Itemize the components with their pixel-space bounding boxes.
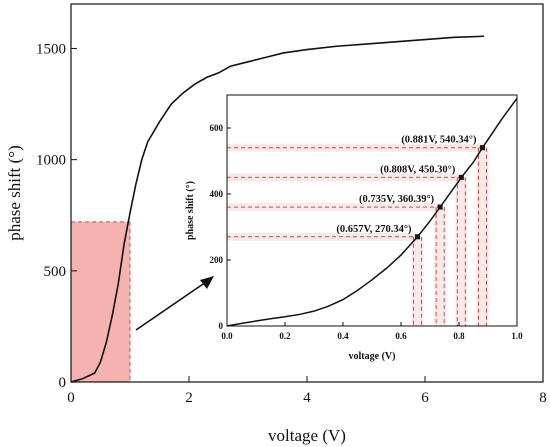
inset-x-ticks: 0.0 0.2 0.4 0.6 0.8 1.0 bbox=[221, 322, 523, 341]
inset-data-point bbox=[479, 145, 485, 151]
inset-y-tick-label: 0 bbox=[219, 321, 224, 331]
inset-point-label: (0.808V, 450.30°) bbox=[380, 164, 456, 175]
main-y-tick-label: 0 bbox=[59, 375, 67, 391]
zoom-arrow bbox=[135, 276, 214, 331]
inset-y-ticks: 0 200 400 600 bbox=[210, 123, 231, 331]
main-y-tick-label: 1500 bbox=[36, 41, 66, 57]
inset-points bbox=[415, 145, 485, 240]
inset-x-tick-label: 0.6 bbox=[395, 331, 407, 341]
inset-data-point bbox=[437, 204, 443, 210]
inset-plot-frame bbox=[226, 94, 518, 327]
main-x-tick-label: 6 bbox=[421, 390, 429, 406]
main-x-tick-label: 2 bbox=[185, 390, 193, 406]
inset-y-tick-label: 200 bbox=[210, 255, 224, 265]
main-x-tick-label: 0 bbox=[67, 390, 75, 406]
inset-x-tick-label: 0.0 bbox=[221, 331, 233, 341]
inset-point-label: (0.735V, 360.39°) bbox=[359, 194, 435, 205]
main-x-tick-label: 4 bbox=[303, 390, 311, 406]
inset-x-tick-label: 0.4 bbox=[337, 331, 349, 341]
inset-series-line bbox=[226, 97, 518, 327]
inset-vertical-band bbox=[434, 207, 447, 326]
inset-x-tick-label: 1.0 bbox=[511, 331, 523, 341]
inset-guides bbox=[227, 147, 487, 326]
inset-y-axis-title: phase shift (°) bbox=[185, 181, 196, 240]
main-y-axis-title: phase shift (°) bbox=[5, 145, 24, 241]
inset-x-axis-title: voltage (V) bbox=[349, 351, 396, 362]
inset-data-point bbox=[415, 234, 421, 240]
inset-horizontal-band bbox=[227, 232, 418, 241]
inset-vertical-band bbox=[455, 177, 468, 326]
inset-horizontal-band bbox=[227, 173, 462, 182]
inset-point-label: (0.881V, 540.34°) bbox=[401, 135, 477, 146]
inset-vertical-band bbox=[476, 147, 489, 326]
main-x-ticks: 0 2 4 6 8 bbox=[67, 376, 547, 406]
inset-chart: (0.657V, 270.34°) (0.735V, 360.39°) (0.808… bbox=[185, 94, 523, 362]
main-y-tick-label: 500 bbox=[44, 264, 67, 280]
inset-y-tick-label: 600 bbox=[210, 123, 224, 133]
main-y-ticks: 0 500 1000 1500 bbox=[36, 41, 77, 391]
inset-point-label: (0.657V, 270.34°) bbox=[336, 224, 412, 235]
main-series-line bbox=[70, 35, 485, 383]
main-chart: 0 2 4 6 8 0 500 1000 1500 voltage (V) phase shi… bbox=[5, 3, 547, 445]
inset-vertical-band bbox=[411, 236, 424, 326]
inset-data-point bbox=[458, 174, 464, 180]
inset-x-tick-label: 0.2 bbox=[279, 331, 291, 341]
highlight-region bbox=[71, 221, 130, 382]
main-y-tick-label: 1000 bbox=[36, 153, 66, 169]
inset-x-tick-label: 0.8 bbox=[453, 331, 465, 341]
inset-y-tick-label: 400 bbox=[210, 189, 224, 199]
main-x-axis-title: voltage (V) bbox=[268, 426, 346, 445]
inset-point-labels: (0.657V, 270.34°) (0.735V, 360.39°) (0.808… bbox=[336, 135, 477, 235]
main-x-tick-label: 8 bbox=[539, 390, 547, 406]
